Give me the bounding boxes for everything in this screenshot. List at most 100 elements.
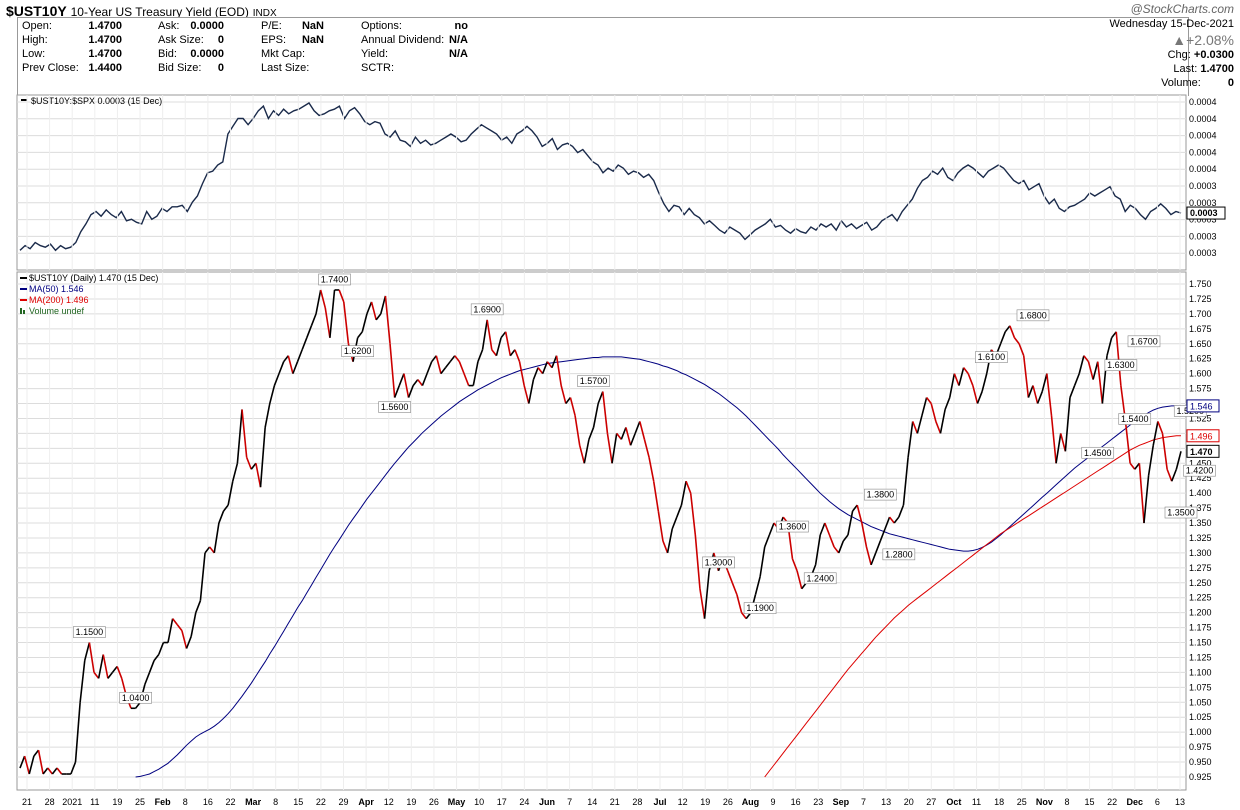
price-tick-label: 1.350 (1189, 518, 1212, 528)
price-segment (412, 379, 419, 387)
price-segment (629, 433, 636, 446)
price-segment (578, 445, 586, 464)
price-segment (532, 367, 539, 380)
quote-value: NaN (301, 34, 324, 46)
price-segment (148, 660, 155, 673)
price-segment (680, 481, 687, 506)
price-tick-label: 1.325 (1189, 533, 1212, 543)
price-segment (255, 463, 262, 488)
price-segment (33, 749, 40, 757)
price-segment (902, 457, 909, 506)
price-segment (569, 397, 576, 416)
price-segment (153, 654, 160, 661)
price-tick-label: 1.225 (1189, 593, 1212, 603)
price-segment (796, 570, 803, 589)
price-segment (283, 355, 289, 363)
price-segment (921, 397, 928, 416)
quote-label: Bid Size: (158, 62, 202, 74)
price-segment (666, 528, 673, 554)
price-segment (241, 409, 248, 458)
price-segment (1022, 355, 1030, 398)
price-segment (172, 618, 178, 626)
price-segment (657, 510, 664, 542)
price-tick-label: 1.175 (1189, 623, 1212, 633)
price-segment (1087, 361, 1094, 380)
price-segment (231, 463, 239, 482)
annotation-label: 1.5600 (381, 402, 409, 412)
annotation-box (341, 345, 374, 357)
price-segment (245, 457, 253, 470)
annotation-label: 1.6200 (344, 346, 372, 356)
price-segment (814, 534, 822, 565)
price-segment (495, 337, 502, 356)
x-tick-label: 29 (339, 797, 349, 807)
x-tick-label: 18 (994, 797, 1004, 807)
annotation-label: 1.1500 (76, 627, 104, 637)
price-segment (1124, 421, 1131, 464)
price-segment (958, 367, 965, 386)
price-segment (324, 307, 331, 338)
price-segment (158, 642, 165, 655)
annotation-label: 1.6100 (978, 352, 1006, 362)
price-segment (620, 427, 627, 440)
annotation-box (882, 548, 916, 561)
quote-label: Annual Dividend: (361, 34, 445, 46)
quote-label: Prev Close: (22, 62, 79, 74)
price-segment (190, 612, 197, 637)
x-tick-label: 12 (384, 797, 394, 807)
price-segment (218, 510, 225, 524)
price-segment (879, 528, 886, 542)
x-tick-label: Oct (946, 797, 961, 807)
price-tick-label: 0.975 (1189, 742, 1212, 752)
price-segment (907, 421, 914, 458)
x-tick-label: Sep (833, 797, 850, 807)
legend-label: $UST10Y (Daily) 1.470 (15 Dec) (29, 273, 158, 283)
price-segment (847, 510, 854, 536)
quote-label: P/E: (261, 20, 282, 32)
ratio-frame (16, 94, 1187, 271)
x-tick-label: 22 (1107, 797, 1117, 807)
x-tick-label: 22 (316, 797, 326, 807)
x-tick-label: 8 (1064, 797, 1069, 807)
x-tick-label: 2021 (62, 797, 82, 807)
price-segment (1129, 462, 1136, 470)
price-segment (874, 540, 882, 554)
price-segment (417, 379, 424, 387)
price-segment (329, 289, 336, 338)
price-tick-label: 1.125 (1189, 652, 1212, 662)
price-segment (833, 546, 840, 554)
price-segment (472, 361, 479, 386)
price-tick-label: 1.575 (1189, 384, 1212, 394)
price-segment (463, 373, 470, 386)
annotation-box (470, 303, 504, 316)
price-segment (731, 582, 738, 596)
x-tick-label: 28 (45, 797, 55, 807)
price-last-label: 1.546 (1190, 401, 1213, 411)
price-tick-label: 1.150 (1189, 638, 1212, 648)
quote-value: 1.4400 (88, 62, 122, 74)
x-tick-label: 25 (135, 797, 145, 807)
price-segment (671, 516, 678, 530)
x-axis: 21 28 2021 11 19 25 Feb 8 16 22 Mar 8 15 22 29 Apr 12 19 2… (22, 797, 1185, 807)
copyright[interactable]: @StockCharts.com (1130, 2, 1234, 16)
price-segment (726, 570, 734, 584)
price-segment (597, 391, 604, 404)
price-segment (509, 349, 516, 357)
price-segment (1046, 373, 1053, 416)
x-tick-label: 7 (861, 797, 866, 807)
price-segment (865, 546, 872, 566)
x-tick-label: 19 (406, 797, 416, 807)
price-panel: 0.925 0.950 0.975 1.000 1.025 1.050 1.075 1.100… (16, 271, 1220, 791)
ratio-last-label: 0.0003 (1190, 208, 1218, 218)
x-tick-label: 20 (904, 797, 914, 807)
price-segment (962, 367, 969, 375)
x-tick-label: 8 (183, 797, 188, 807)
price-segment (1171, 468, 1178, 482)
price-segment (551, 355, 558, 368)
price-tick-label: 1.300 (1189, 548, 1212, 558)
price-segment (759, 546, 766, 577)
price-segment (1166, 468, 1173, 482)
price-segment (176, 624, 183, 632)
price-segment (856, 504, 863, 524)
change-row: Chg: +0.0300 (1154, 49, 1234, 61)
